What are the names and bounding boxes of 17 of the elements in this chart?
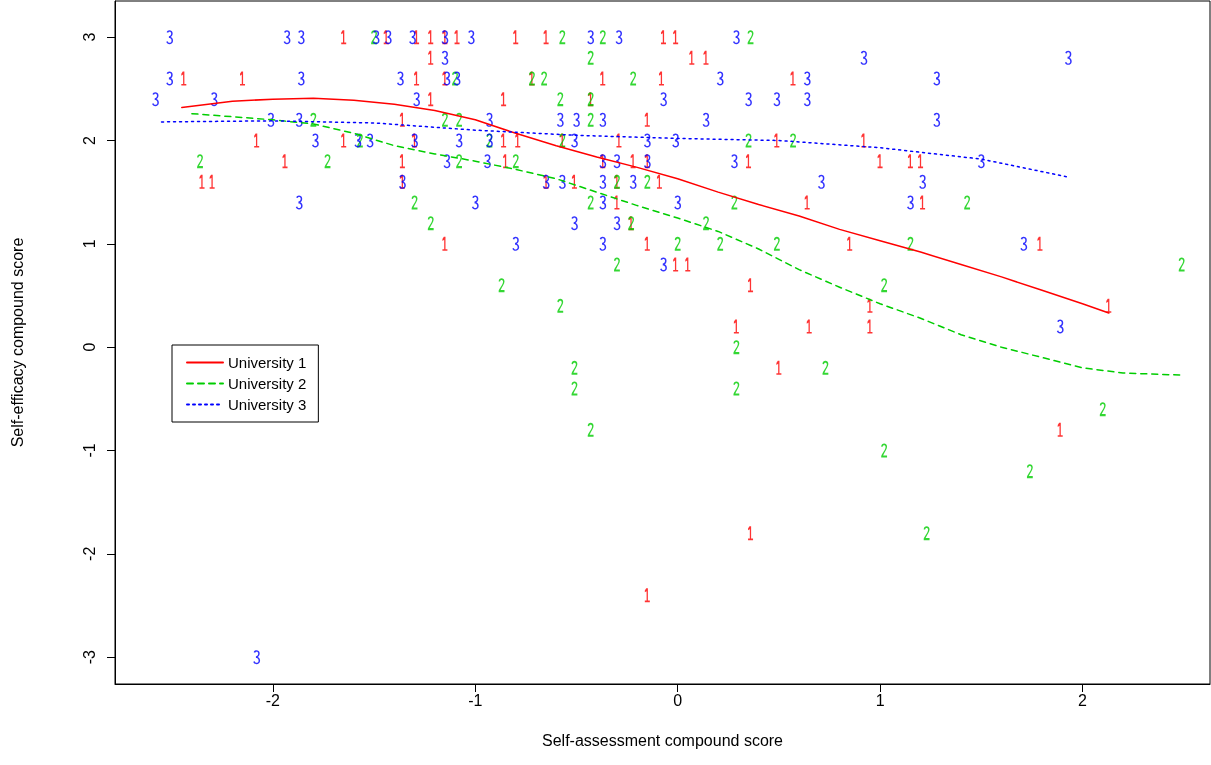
x-tick-label: -1 bbox=[468, 691, 483, 709]
legend-label: University 1 bbox=[228, 354, 307, 371]
y-tick-label: -2 bbox=[80, 546, 98, 561]
x-tick-label: 1 bbox=[875, 691, 885, 709]
y-tick-label: 0 bbox=[80, 342, 98, 352]
legend-label: University 3 bbox=[228, 396, 307, 413]
legend-label: University 2 bbox=[228, 375, 307, 392]
y-tick-label: -1 bbox=[80, 443, 98, 458]
y-tick-label: 3 bbox=[80, 32, 98, 42]
x-axis-title: Self-assessment compound score bbox=[542, 731, 784, 749]
y-tick-label: 2 bbox=[80, 135, 98, 145]
y-tick-label: 1 bbox=[80, 239, 98, 249]
y-axis-title: Self-efficacy compound score bbox=[8, 237, 26, 448]
y-tick-label: -3 bbox=[80, 649, 98, 665]
x-tick-label: 2 bbox=[1078, 691, 1088, 709]
x-tick-label: 0 bbox=[673, 691, 683, 709]
x-tick-label: -2 bbox=[265, 691, 281, 709]
